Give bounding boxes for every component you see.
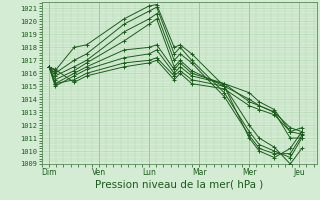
X-axis label: Pression niveau de la mer( hPa ): Pression niveau de la mer( hPa ): [95, 180, 263, 190]
